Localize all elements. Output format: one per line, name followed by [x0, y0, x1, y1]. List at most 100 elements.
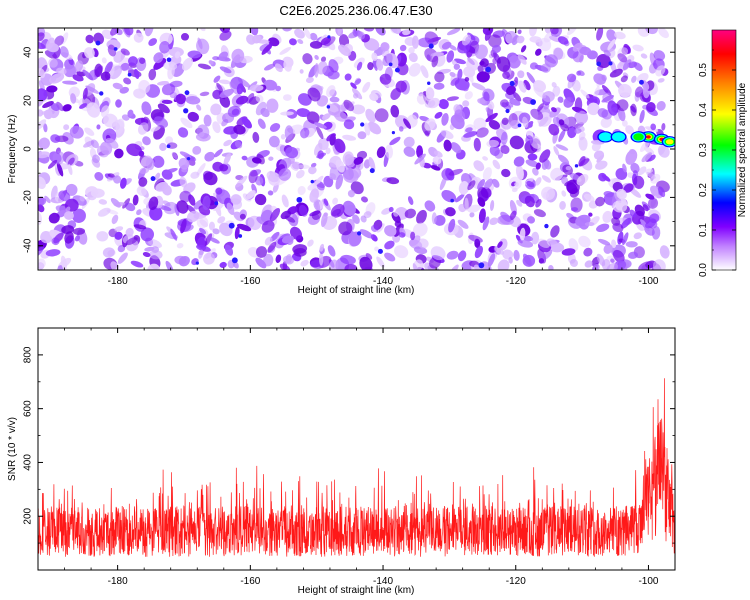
heatmap-cell: [152, 155, 165, 168]
heatmap-cell: [192, 145, 202, 155]
heatmap-cell: [354, 78, 362, 86]
heatmap-cell: [90, 188, 105, 198]
heatmap-cell: [342, 165, 354, 181]
heatmap-cell: [533, 209, 546, 218]
heatmap-cell: [647, 197, 659, 209]
heatmap-cell: [234, 140, 243, 149]
heatmap-cell: [609, 68, 623, 78]
heatmap-cell: [218, 51, 229, 60]
heatmap-cell: [65, 183, 78, 196]
heatmap-cell: [424, 99, 436, 108]
heatmap-cell: [300, 259, 309, 267]
heatmap-cell: [219, 261, 227, 268]
heatmap-cell: [478, 262, 485, 269]
heatmap-cell: [70, 93, 77, 104]
snr-x-tick-label: -180: [108, 576, 128, 587]
heatmap-y-label: Frequency (Hz): [7, 115, 18, 184]
heatmap-cell: [40, 231, 53, 244]
heatmap-cell: [282, 94, 292, 101]
heatmap-cell: [353, 156, 364, 165]
heatmap-cell: [343, 119, 355, 130]
heatmap-cell: [448, 218, 456, 233]
heatmap-cell: [299, 69, 304, 74]
colorbar-tick-label: 0.5: [698, 63, 709, 77]
heatmap-cell: [655, 65, 666, 77]
heatmap-cell: [535, 177, 542, 186]
heatmap-cell: [603, 49, 611, 57]
heatmap-cell: [509, 98, 521, 106]
heatmap-y-tick-label: 40: [23, 46, 34, 58]
heatmap-cell: [461, 34, 471, 46]
heatmap-cell: [38, 157, 46, 163]
heatmap-cell: [651, 226, 661, 240]
heatmap-cell: [222, 112, 235, 123]
heatmap-cell: [607, 100, 618, 116]
heatmap-cell: [474, 245, 483, 259]
heatmap-cell: [410, 231, 416, 241]
heatmap-cell: [634, 204, 645, 217]
heatmap-cell: [445, 207, 456, 217]
heatmap-cell: [482, 167, 492, 181]
heatmap-cell: [596, 155, 604, 163]
heatmap-cell: [231, 257, 238, 264]
heatmap-cell: [574, 110, 589, 125]
heatmap-cell: [434, 215, 446, 226]
heatmap-cell: [281, 194, 289, 208]
heatmap-cell: [115, 118, 125, 134]
heatmap-cell: [538, 37, 552, 52]
heatmap-cell: [266, 170, 279, 183]
heatmap-cell: [596, 28, 604, 41]
heatmap-cell: [135, 57, 147, 72]
heatmap-cell: [74, 235, 81, 242]
heatmap-cell: [181, 167, 189, 173]
heatmap-cell: [255, 246, 268, 258]
heatmap-cell: [357, 31, 366, 40]
heatmap-cell: [528, 122, 533, 128]
heatmap-cell: [450, 142, 462, 154]
heatmap-cell: [368, 156, 376, 171]
heatmap-cell: [117, 245, 126, 253]
heatmap-cell: [552, 85, 561, 97]
heatmap-cell: [557, 36, 569, 45]
heatmap-cell: [292, 161, 301, 170]
heatmap-cell: [388, 206, 394, 213]
heatmap-cell: [142, 136, 151, 146]
heatmap-cell: [149, 249, 163, 260]
heatmap-cell: [390, 28, 402, 35]
heatmap-cell: [363, 28, 375, 32]
heatmap-cell: [453, 63, 461, 70]
heatmap-cell: [549, 35, 562, 43]
heatmap-cell: [537, 103, 545, 112]
heatmap-cell: [46, 85, 58, 93]
heatmap-cell: [544, 54, 558, 68]
heatmap-cell: [138, 122, 149, 135]
heatmap-cell: [450, 264, 459, 270]
heatmap-cell: [427, 81, 431, 85]
heatmap-cell: [518, 80, 527, 93]
heatmap-cell: [203, 171, 218, 186]
heatmap-cell: [113, 47, 118, 51]
heatmap-cell: [287, 156, 295, 165]
heatmap-cell: [208, 221, 215, 231]
heatmap-cell: [607, 38, 616, 51]
heatmap-cell: [219, 88, 234, 98]
heatmap-cell: [489, 217, 499, 226]
heatmap-cell: [212, 89, 222, 100]
heatmap-cell: [175, 93, 186, 105]
heatmap-cell: [597, 108, 609, 118]
heatmap-cell: [576, 70, 582, 76]
heatmap-cell: [163, 201, 178, 215]
heatmap-cell: [254, 193, 267, 206]
colorbar-tick-label: 0.2: [698, 183, 709, 197]
heatmap-cell: [500, 144, 510, 155]
heatmap-cell: [148, 196, 159, 211]
heatmap-cell: [389, 136, 401, 146]
heatmap-x-label: Height of straight line (km): [298, 285, 415, 296]
heatmap-cell: [56, 67, 67, 75]
heatmap-cell: [214, 148, 223, 158]
heatmap-cell: [616, 99, 629, 112]
heatmap-cell: [506, 85, 516, 96]
heatmap-cell: [431, 55, 439, 68]
heatmap-cell: [352, 214, 360, 224]
heatmap-cell: [72, 74, 84, 82]
